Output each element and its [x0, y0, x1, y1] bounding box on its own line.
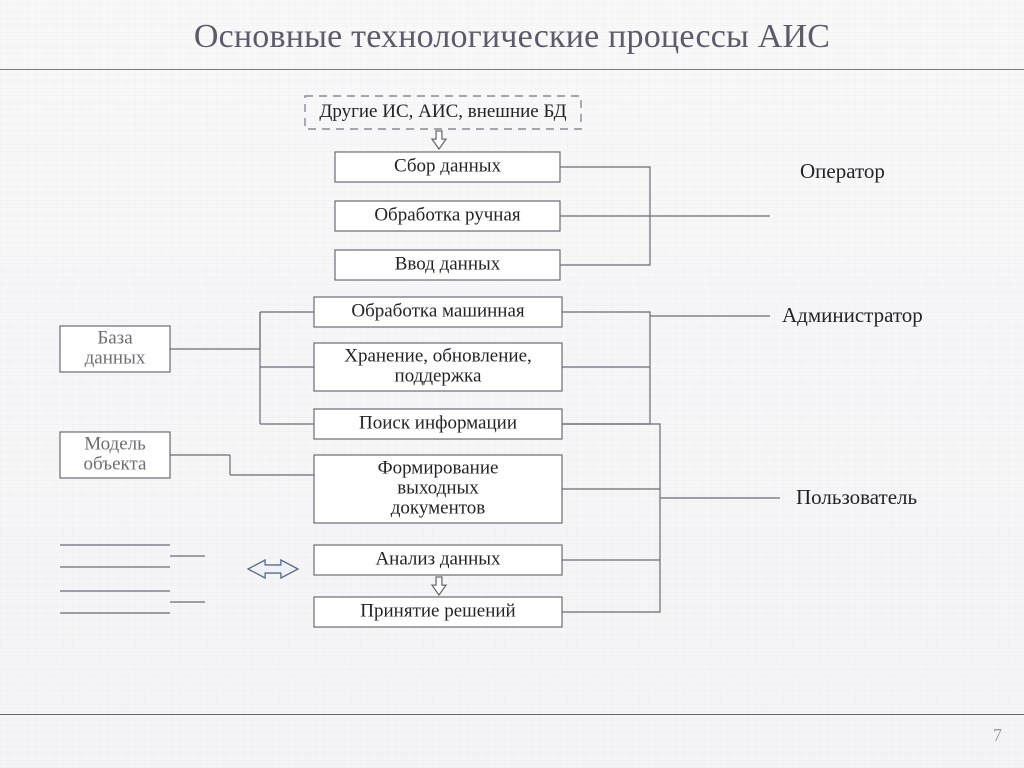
svg-text:Хранение, обновление,: Хранение, обновление,: [344, 345, 532, 366]
svg-text:Ввод данных: Ввод данных: [395, 253, 501, 274]
double-arrow-icon: [248, 560, 298, 578]
svg-text:данных: данных: [85, 347, 146, 368]
svg-text:Анализ данных: Анализ данных: [375, 548, 501, 569]
down-arrow-0: [432, 131, 446, 149]
svg-text:документов: документов: [391, 497, 486, 518]
svg-text:Сбор данных: Сбор данных: [394, 155, 502, 176]
diagram-canvas: Другие ИС, АИС, внешние БД Сбор данных Обр…: [0, 0, 1024, 768]
svg-text:Принятие решений: Принятие решений: [360, 600, 515, 621]
svg-text:Поиск информации: Поиск информации: [359, 412, 517, 433]
svg-text:поддержка: поддержка: [395, 365, 482, 386]
page-number: 7: [993, 725, 1002, 746]
svg-text:База: База: [97, 327, 133, 348]
role-admin: Администратор: [782, 303, 923, 327]
bottom-rule: [0, 714, 1024, 715]
svg-text:Другие ИС, АИС, внешние БД: Другие ИС, АИС, внешние БД: [319, 101, 566, 122]
svg-text:Формирование: Формирование: [378, 457, 499, 478]
role-operator: Оператор: [800, 159, 885, 183]
role-user: Пользователь: [796, 485, 917, 509]
svg-text:Обработка машинная: Обработка машинная: [351, 300, 525, 321]
svg-text:Модель: Модель: [84, 433, 146, 454]
svg-text:Обработка ручная: Обработка ручная: [374, 204, 521, 225]
down-arrow-1: [432, 577, 446, 595]
svg-text:выходных: выходных: [397, 477, 479, 498]
svg-text:объекта: объекта: [84, 453, 147, 474]
